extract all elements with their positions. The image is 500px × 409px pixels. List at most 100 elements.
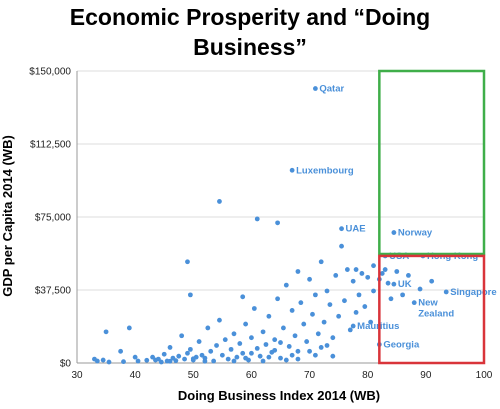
data-point [214,343,219,348]
data-point [353,309,359,315]
data-point [368,319,374,325]
data-point [190,356,196,362]
data-point [286,344,292,349]
data-point [202,358,208,364]
data-point [167,345,173,350]
highlight-box [378,254,486,365]
data-point [295,348,301,354]
x-axis-label: Doing Business Index 2014 (WB) [178,388,380,403]
data-point [135,358,141,364]
data-point [339,243,344,249]
data-point [391,230,397,235]
point-label: Singapore [450,287,496,298]
point-label: Luxembourg [296,165,354,176]
point-label: Georgia [383,340,420,351]
data-point [362,304,368,309]
data-point [318,259,324,265]
data-point [217,199,222,204]
data-point [391,281,397,287]
data-point [208,348,214,354]
data-point [312,352,318,358]
data-point [295,269,301,274]
data-point [266,354,272,360]
data-point [272,337,278,343]
data-point [356,292,362,298]
data-point [257,353,263,359]
y-tick-label: $0 [60,359,72,370]
data-point [240,294,246,300]
data-point [307,276,312,282]
data-point [228,346,234,352]
data-point [281,325,286,331]
data-point [231,358,237,364]
data-point [321,319,327,325]
data-point [371,288,376,294]
data-point [156,356,161,362]
data-point [251,306,257,311]
data-point [182,356,187,362]
data-point [161,351,167,357]
data-point [106,359,112,365]
data-point [333,273,339,278]
data-point [211,358,217,364]
data-point [342,298,347,304]
data-point [219,352,225,358]
data-point [150,354,155,360]
chart-title-line-1: Economic Prosperity and “Doing [69,4,431,30]
data-point [260,329,266,335]
data-point [406,273,411,278]
data-point [324,288,330,294]
point-label: Norway [398,228,433,239]
point-label: Qatar [319,84,344,95]
data-point [365,274,371,280]
data-point [417,286,423,292]
data-point [187,292,193,298]
x-tick-label: 60 [246,370,258,381]
data-point [347,327,353,333]
data-point [400,292,405,298]
data-point [126,325,132,331]
y-axis-label: GDP per Capita 2014 (WB) [0,135,15,297]
y-tick-label: $150,000 [29,67,71,78]
point-label: New Zealand [418,298,454,320]
data-point [249,350,254,356]
chart-title-line-2: Business” [193,34,307,60]
data-point [118,348,124,354]
data-point [315,331,321,337]
data-point [292,333,298,339]
data-point [429,278,435,284]
data-point [289,308,295,313]
data-point [275,296,280,302]
data-point [243,355,249,361]
x-tick-label: 50 [188,370,200,381]
x-tick-label: 80 [362,370,374,381]
data-point [388,296,394,302]
data-point [385,280,391,286]
data-point [344,267,350,272]
data-point [443,289,449,295]
data-point [301,321,307,327]
data-point [278,355,283,361]
data-point [411,300,417,306]
data-point [339,226,344,232]
tick-labels: $0 $37,500 $75,000 $112,500 $150,000 30 40 50 60… [29,67,492,382]
data-point [394,269,400,274]
data-point [132,354,138,360]
data-point [222,337,228,343]
x-tick-label: 100 [476,370,493,381]
data-point [327,302,333,307]
data-point [205,325,211,331]
data-point [94,358,100,364]
x-tick-label: 40 [130,370,142,381]
data-point [103,329,109,335]
data-point [324,343,330,348]
data-point [298,300,304,306]
data-point [304,339,310,344]
data-point [336,313,342,319]
data-point [185,259,190,265]
x-tick-label: 30 [71,370,83,381]
point-label: UAE [346,224,366,235]
data-point [330,353,336,359]
data-point [243,321,249,327]
